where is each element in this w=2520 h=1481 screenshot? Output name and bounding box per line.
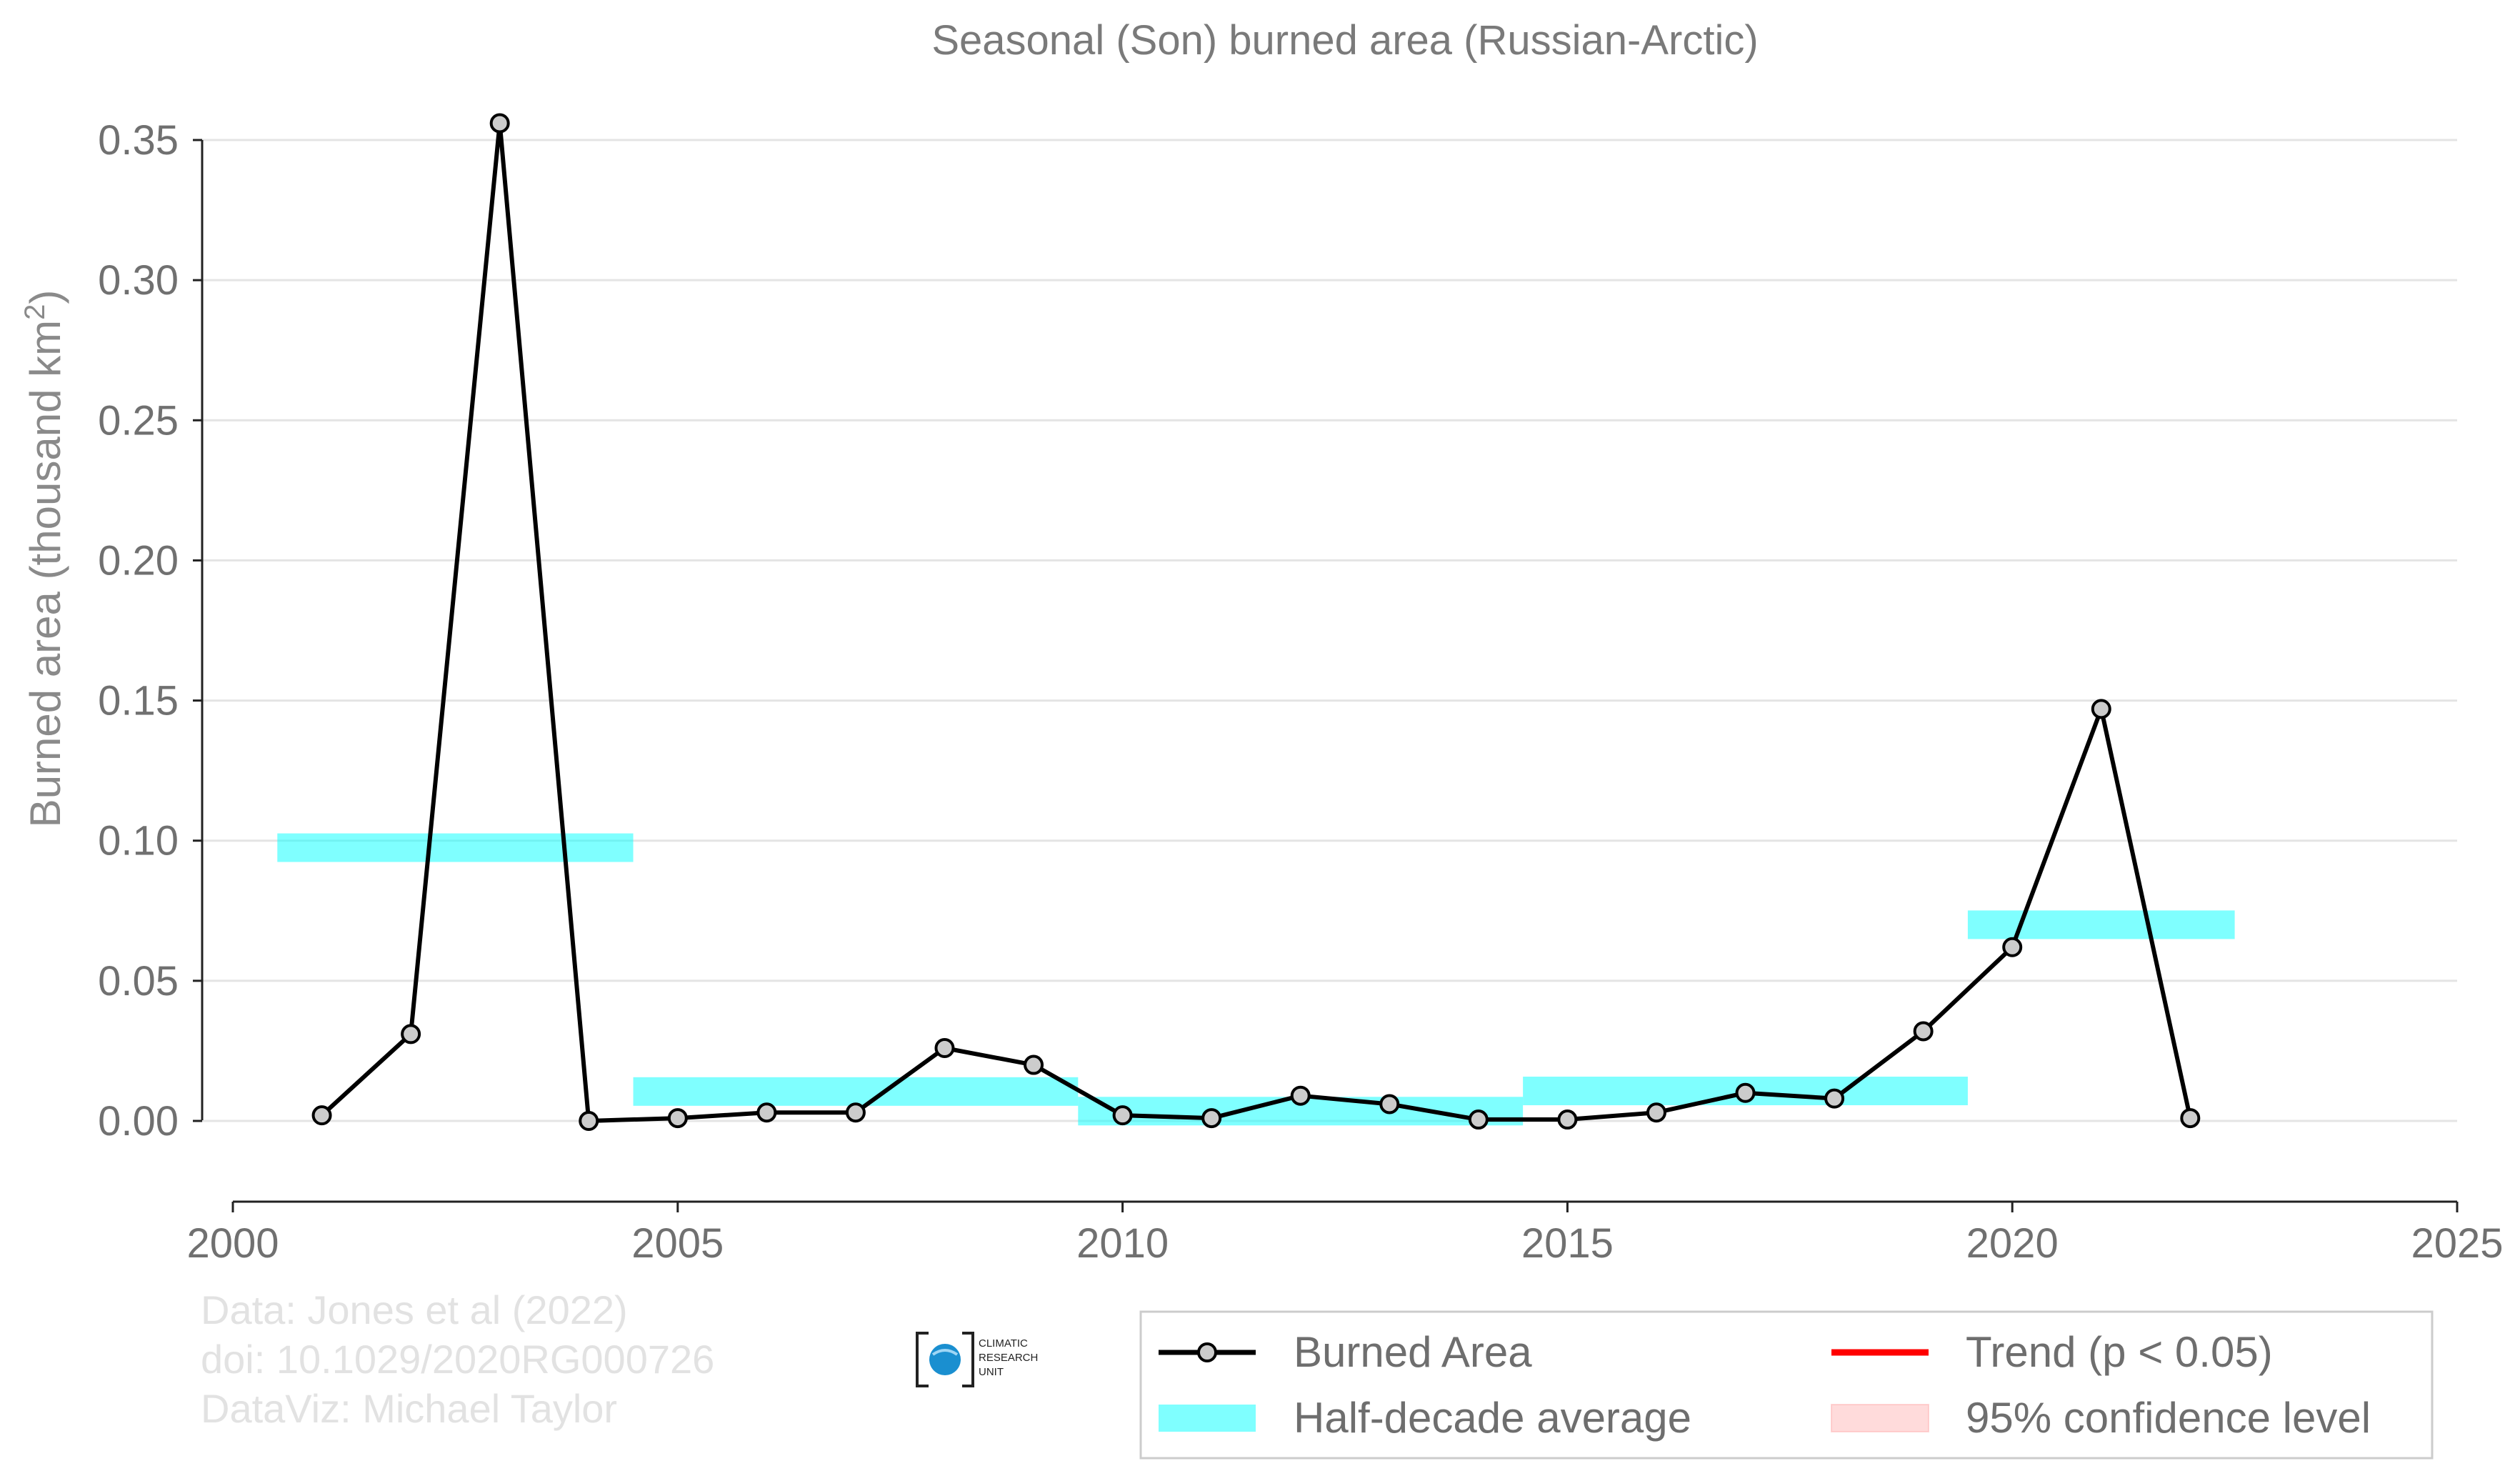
climatic-research-unit-logo: CLIMATIC RESEARCH UNIT — [916, 1332, 1038, 1387]
y-tick-label: 0.35 — [98, 117, 179, 164]
legend-label-trend: Trend (p < 0.05) — [1966, 1328, 2273, 1376]
y-axis-label: Burned area (thousand km2) — [19, 290, 69, 828]
grid — [202, 139, 2457, 1122]
burned-area-point — [1557, 1109, 1578, 1130]
burned-area-point — [401, 1024, 421, 1044]
burned-area-point — [934, 1038, 955, 1059]
burned-area-point — [1824, 1088, 1845, 1109]
burned-area-point — [579, 1111, 599, 1131]
legend-item-confidence-level: 95% confidence level — [1831, 1394, 2371, 1442]
burned-area-point — [1112, 1105, 1133, 1126]
x-tick-label: 2000 — [186, 1220, 279, 1267]
x-tick-label: 2005 — [631, 1220, 724, 1267]
y-tick-label: 0.20 — [98, 537, 179, 584]
globe-icon — [929, 1344, 961, 1375]
logo-bracket-left — [916, 1332, 929, 1387]
legend-half-decade-swatch — [1159, 1405, 1256, 1432]
legend-frame — [1139, 1310, 2434, 1460]
x-tick-label: 2010 — [1076, 1220, 1169, 1267]
burned-area-point — [1735, 1082, 1756, 1103]
logo-text-climatic: CLIMATIC — [979, 1337, 1028, 1350]
burned-area-point — [1468, 1109, 1489, 1130]
y-ticks: 0.00 0.05 0.10 0.15 0.20 0.25 0.30 0.35 — [98, 117, 202, 1145]
globe-highlight — [931, 1349, 959, 1356]
legend-item-burned-area: Burned Area — [1159, 1328, 1532, 1376]
burned-area-point — [2002, 937, 2023, 957]
burned-area-point — [1379, 1094, 1400, 1115]
y-tick-label: 0.00 — [98, 1098, 179, 1145]
half-decade-average-bar — [633, 1077, 1079, 1106]
half-decade-average-bar — [1967, 910, 2235, 939]
x-ticks: 2000 2005 2010 2015 2020 2025 — [186, 1202, 2504, 1267]
y-tick-label: 0.05 — [98, 958, 179, 1004]
burned-area-point — [1201, 1108, 1222, 1129]
y-tick-label: 0.25 — [98, 397, 179, 444]
legend-confidence-swatch — [1831, 1404, 1929, 1432]
credit-doi: doi: 10.1029/2020RG000726 — [201, 1337, 714, 1382]
burned-area-point — [756, 1102, 777, 1123]
burned-area-point — [489, 113, 510, 134]
burned-area-point — [1646, 1102, 1666, 1123]
legend-label-half-decade-average: Half-decade average — [1294, 1394, 1691, 1442]
logo-text-research: RESEARCH — [979, 1352, 1038, 1364]
logo-bracket-right — [962, 1332, 974, 1387]
half-decade-average-bands — [277, 833, 2235, 1126]
burned-area-point — [311, 1105, 332, 1126]
burned-area-point — [667, 1108, 688, 1129]
series-burned-area — [311, 113, 2201, 1131]
chart-title: Seasonal (Son) burned area (Russian-Arct… — [931, 17, 1758, 64]
burned-area-point — [2180, 1108, 2201, 1129]
burned-area-point — [1290, 1085, 1311, 1106]
x-tick-label: 2015 — [1521, 1220, 1614, 1267]
y-tick-label: 0.10 — [98, 818, 179, 864]
axes — [201, 140, 2457, 1203]
logo-text-unit: UNIT — [979, 1366, 1004, 1378]
burned-area-point — [1024, 1054, 1044, 1075]
legend-item-trend: Trend (p < 0.05) — [1831, 1328, 2273, 1376]
legend-item-half-decade-average: Half-decade average — [1159, 1394, 1691, 1442]
legend-burned-area-marker — [1197, 1342, 1217, 1362]
x-tick-label: 2020 — [1966, 1220, 2059, 1267]
credit-dataviz: DataViz: Michael Taylor — [201, 1386, 617, 1431]
burned-area-point — [1913, 1021, 1934, 1042]
x-tick-label: 2025 — [2411, 1220, 2503, 1267]
legend: Burned Area Trend (p < 0.05) Half-decade… — [1139, 1310, 2434, 1460]
credit-data-source: Data: Jones et al (2022) — [201, 1287, 628, 1332]
burned-area-point — [845, 1102, 866, 1123]
legend-label-confidence-level: 95% confidence level — [1966, 1394, 2371, 1442]
burned-area-line — [320, 121, 2193, 1123]
y-tick-label: 0.15 — [98, 678, 179, 724]
burned-area-point — [2091, 699, 2111, 719]
legend-label-burned-area: Burned Area — [1294, 1328, 1532, 1376]
half-decade-average-bar — [277, 833, 634, 862]
y-tick-label: 0.30 — [98, 257, 179, 304]
